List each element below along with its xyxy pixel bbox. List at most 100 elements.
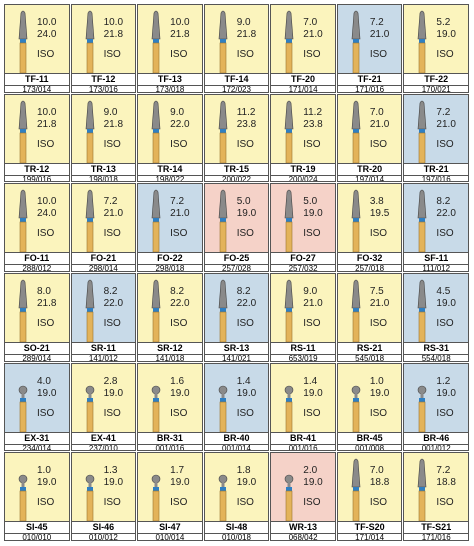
head-length: 19.0 bbox=[103, 387, 124, 399]
bur-illustration bbox=[151, 190, 161, 253]
head-length: 21.8 bbox=[37, 298, 57, 309]
bur-illustration bbox=[218, 100, 228, 163]
product-name: SR-13 bbox=[204, 342, 269, 355]
product-cell: 8.0 21.8 ISO SO-21 289/014 bbox=[4, 273, 70, 362]
product-code: 173/016 bbox=[88, 85, 118, 93]
bur-illustration bbox=[18, 190, 28, 253]
product-name: BR-31 bbox=[138, 431, 202, 445]
product-cell: 5.0 19.0 ISO FO-25 257/028 bbox=[203, 183, 270, 272]
head-diameter: 1.6 bbox=[170, 375, 185, 387]
iso-label: ISO bbox=[436, 138, 454, 150]
iso-label: ISO bbox=[103, 138, 121, 150]
product-cell: 8.2 22.0 ISO SR-12 141/018 bbox=[137, 273, 203, 362]
cell-image-area: 8.2 22.0 ISO bbox=[204, 274, 269, 342]
head-length: 22.0 bbox=[436, 208, 456, 220]
head-length: 19.0 bbox=[170, 477, 190, 489]
product-cell: 9.0 21.8 ISO TR-13 198/018 bbox=[70, 93, 137, 183]
iso-label: ISO bbox=[37, 228, 55, 240]
product-cell: 1.3 19.0 ISO SI-46 010/012 bbox=[70, 452, 137, 541]
product-name: TR-15 bbox=[204, 162, 269, 176]
iso-label: ISO bbox=[37, 497, 55, 509]
bur-illustration bbox=[218, 10, 228, 73]
bur-illustration bbox=[85, 475, 94, 522]
iso-label: ISO bbox=[436, 49, 454, 60]
iso-label: ISO bbox=[303, 497, 321, 509]
product-code: 171/016 bbox=[421, 533, 451, 541]
cell-image-area: 5.0 19.0 ISO bbox=[204, 184, 269, 253]
iso-label: ISO bbox=[37, 49, 55, 60]
iso-label: ISO bbox=[236, 497, 254, 509]
product-code: 172/023 bbox=[222, 85, 251, 93]
head-diameter: 10.0 bbox=[37, 196, 57, 208]
product-code: 001/012 bbox=[421, 443, 451, 452]
head-length: 21.8 bbox=[170, 29, 190, 40]
cell-image-area: 9.0 21.8 ISO bbox=[204, 5, 269, 73]
product-code: 001/016 bbox=[288, 443, 318, 452]
product-code: 257/028 bbox=[222, 264, 251, 272]
head-length: 18.8 bbox=[369, 477, 390, 489]
product-cell: 9.0 21.0 ISO RS-11 653/019 bbox=[270, 273, 336, 362]
product-name: TR-20 bbox=[337, 162, 402, 176]
bur-illustration bbox=[351, 190, 361, 253]
product-name: SR-11 bbox=[71, 342, 136, 355]
product-cell: 7.5 21.0 ISO RS-21 545/018 bbox=[336, 273, 403, 362]
product-code: 001/008 bbox=[355, 443, 385, 452]
product-cell: 10.0 21.8 ISO TR-12 199/016 bbox=[4, 93, 70, 183]
cell-image-area: 1.6 19.0 ISO bbox=[138, 363, 202, 432]
iso-label: ISO bbox=[436, 318, 454, 329]
iso-label: ISO bbox=[236, 407, 254, 419]
head-diameter: 8.0 bbox=[37, 286, 51, 297]
product-name: EX-41 bbox=[71, 431, 136, 445]
cell-image-area: 7.2 21.0 ISO bbox=[71, 184, 136, 253]
product-cell: 5.0 19.0 ISO FO-27 257/032 bbox=[270, 183, 336, 272]
head-diameter: 7.0 bbox=[369, 465, 384, 477]
product-name: FO-21 bbox=[71, 252, 136, 266]
product-code: 197/016 bbox=[421, 174, 451, 183]
product-cell: 2.8 19.0 ISO EX-41 237/010 bbox=[70, 362, 137, 452]
product-cell: 1.6 19.0 ISO BR-31 001/016 bbox=[137, 362, 203, 452]
product-name: TF-11 bbox=[5, 73, 69, 86]
iso-label: ISO bbox=[37, 138, 55, 150]
cell-image-area: 8.2 22.0 ISO bbox=[138, 274, 202, 342]
head-diameter: 1.4 bbox=[236, 375, 251, 387]
product-cell: 10.0 21.8 ISO TF-13 173/018 bbox=[137, 4, 203, 93]
product-cell: 7.2 21.0 ISO TF-21 171/016 bbox=[336, 4, 403, 93]
product-name: BR-45 bbox=[337, 431, 402, 445]
head-diameter: 10.0 bbox=[37, 106, 57, 118]
product-code: 199/016 bbox=[22, 174, 52, 183]
head-length: 19.0 bbox=[436, 298, 456, 309]
head-diameter: 7.0 bbox=[369, 106, 384, 118]
product-name: SI-48 bbox=[204, 521, 269, 535]
product-name: SO-21 bbox=[5, 342, 69, 355]
bur-illustration bbox=[18, 100, 28, 163]
product-cell: 10.0 24.0 ISO FO-11 288/012 bbox=[4, 183, 70, 272]
iso-label: ISO bbox=[236, 318, 254, 329]
product-name: FO-22 bbox=[138, 252, 202, 266]
product-code: 170/021 bbox=[421, 85, 451, 93]
head-length: 19.0 bbox=[436, 387, 456, 399]
iso-label: ISO bbox=[37, 318, 55, 329]
product-cell: 11.2 23.8 ISO TR-19 200/024 bbox=[270, 93, 336, 183]
cell-image-area: 7.2 21.0 ISO bbox=[138, 184, 202, 253]
head-diameter: 1.2 bbox=[436, 375, 451, 387]
iso-label: ISO bbox=[303, 228, 321, 240]
iso-label: ISO bbox=[436, 407, 454, 419]
head-length: 19.0 bbox=[303, 387, 323, 399]
product-code: 257/032 bbox=[288, 264, 318, 272]
product-code: 545/018 bbox=[355, 354, 385, 362]
product-name: FO-27 bbox=[271, 252, 335, 266]
product-cell: 1.0 19.0 ISO SI-45 010/010 bbox=[4, 452, 70, 541]
product-name: TF-21 bbox=[337, 73, 402, 86]
product-name: TF-S21 bbox=[404, 521, 468, 535]
head-diameter: 4.5 bbox=[436, 286, 451, 297]
iso-label: ISO bbox=[170, 228, 188, 240]
cell-image-area: 4.0 19.0 ISO bbox=[5, 363, 69, 432]
head-diameter: 5.2 bbox=[436, 17, 451, 28]
iso-label: ISO bbox=[369, 228, 388, 240]
product-name: TF-14 bbox=[204, 73, 269, 86]
iso-label: ISO bbox=[436, 497, 454, 509]
product-code: 001/014 bbox=[222, 443, 251, 452]
cell-image-area: 2.8 19.0 ISO bbox=[71, 363, 136, 432]
product-cell: 1.0 19.0 ISO BR-45 001/008 bbox=[336, 362, 403, 452]
head-diameter: 11.2 bbox=[303, 106, 323, 118]
